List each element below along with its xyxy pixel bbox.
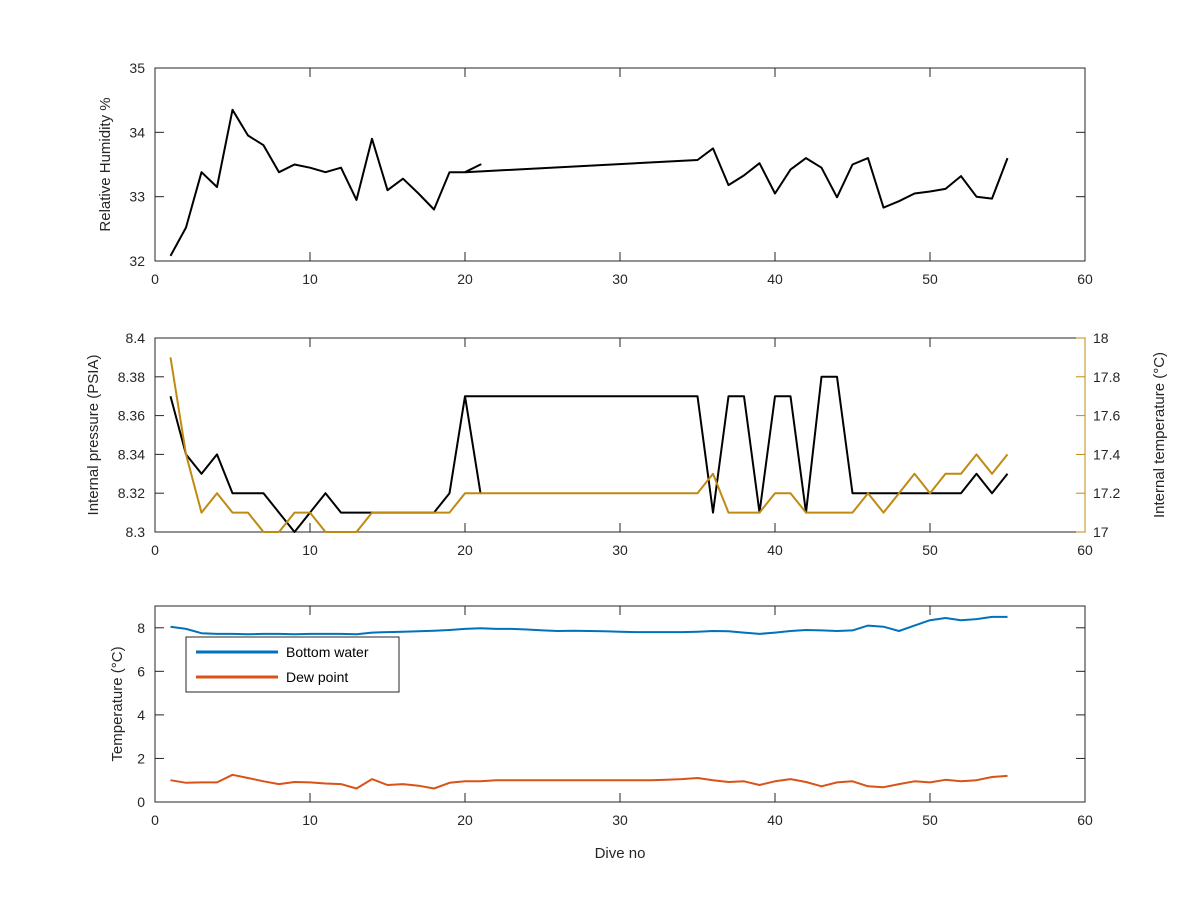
internal-pressure-line (169, 375, 1009, 533)
right-tick-label: 17.8 (1093, 369, 1120, 385)
internal-temperature-line (169, 357, 1009, 533)
x-tick-label: 30 (612, 542, 628, 558)
x-tick-label: 0 (151, 812, 159, 828)
legend-label: Bottom water (286, 644, 369, 660)
x-tick-label: 10 (302, 542, 318, 558)
y-tick-label: 4 (137, 707, 145, 723)
x-tick-label: 10 (302, 812, 318, 828)
y-tick-label: 8 (137, 620, 145, 636)
subplot-2: 0 10 20 30 40 50 60 8.3 8.32 8.34 8.36 8.38 8.4 Inter… (85, 330, 1168, 558)
x-tick-label: 0 (151, 542, 159, 558)
legend: Bottom water Dew point (185, 636, 400, 693)
dew-point-line (170, 773, 1008, 790)
right-tick-label: 17.6 (1093, 408, 1120, 424)
x-tick-label: 10 (302, 271, 318, 287)
right-tick-label: 17.2 (1093, 485, 1120, 501)
y-tick-label: 0 (137, 794, 145, 810)
axes-box (154, 605, 1086, 803)
x-tick-label: 40 (767, 812, 783, 828)
y-tick-label: 8.34 (118, 446, 145, 462)
y-axis-label: Temperature (°C) (109, 646, 126, 761)
axes-box (154, 337, 1086, 533)
x-tick-label: 60 (1077, 271, 1093, 287)
bottom-water-line (170, 615, 1008, 636)
x-tick-label: 20 (457, 542, 473, 558)
y-axis-label: Relative Humidity % (97, 97, 114, 231)
y-tick-label: 6 (137, 663, 145, 679)
legend-label: Dew point (286, 669, 348, 685)
right-tick-label: 17.4 (1093, 446, 1120, 462)
y-tick-label: 2 (137, 750, 145, 766)
right-axis-label: Internal temperature (°C) (1151, 352, 1168, 518)
y-tick-label: 8.4 (126, 330, 146, 346)
y-tick-label: 8.32 (118, 485, 145, 501)
x-tick-label: 20 (457, 271, 473, 287)
x-tick-label: 50 (922, 812, 938, 828)
right-tick-label: 17 (1093, 524, 1109, 540)
x-tick-label: 40 (767, 542, 783, 558)
x-axis-label: Dive no (595, 845, 646, 862)
legend-box (185, 636, 400, 693)
y-tick-label: 35 (129, 60, 145, 76)
x-tick-label: 50 (922, 271, 938, 287)
y-tick-label: 8.3 (126, 524, 146, 540)
humidity-line (169, 108, 1009, 257)
y-tick-label: 34 (129, 124, 145, 140)
y-axis-label: Internal pressure (PSIA) (85, 355, 102, 516)
y-tick-label: 8.38 (118, 369, 145, 385)
x-tick-label: 0 (151, 271, 159, 287)
x-tick-label: 50 (922, 542, 938, 558)
right-tick-label: 18 (1093, 330, 1109, 346)
y-tick-label: 33 (129, 189, 145, 205)
subplot-1: 0 10 20 30 40 50 60 32 33 34 35 Relative Humidity % (97, 60, 1093, 287)
x-tick-label: 60 (1077, 542, 1093, 558)
subplot-3: 0 10 20 30 40 50 60 0 2 4 6 8 Temperature (°C) Dive n… (109, 605, 1093, 862)
x-tick-label: 60 (1077, 812, 1093, 828)
x-tick-label: 40 (767, 271, 783, 287)
y-tick-label: 8.36 (118, 408, 145, 424)
x-tick-label: 30 (612, 812, 628, 828)
x-tick-label: 20 (457, 812, 473, 828)
x-tick-label: 30 (612, 271, 628, 287)
y-tick-label: 32 (129, 253, 145, 269)
